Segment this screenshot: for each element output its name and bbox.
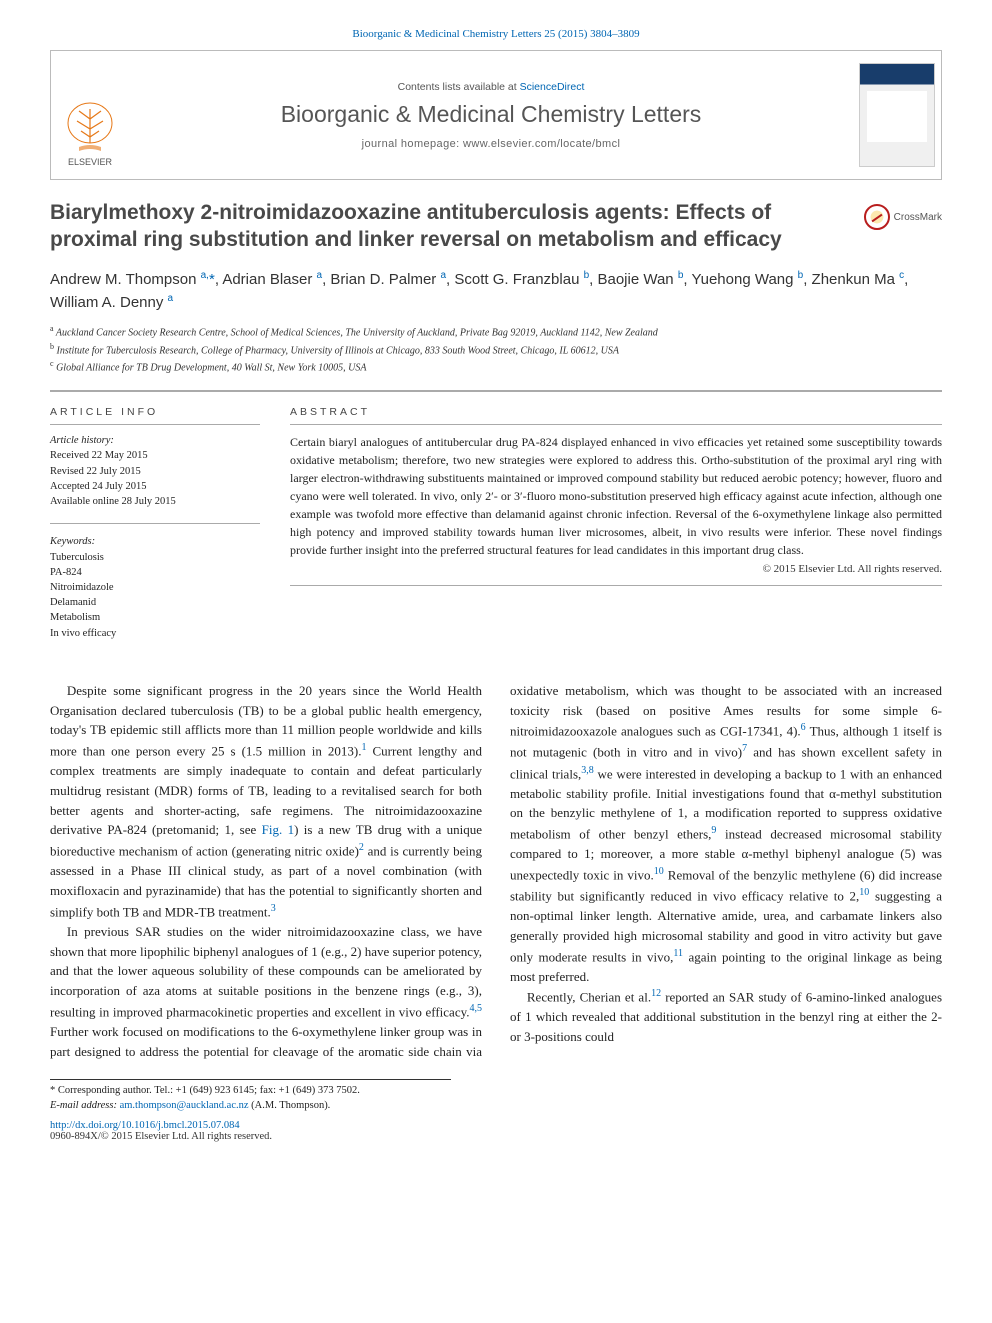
elsevier-tree-icon: ELSEVIER xyxy=(59,99,121,171)
body-text: In previous SAR studies on the wider nit… xyxy=(50,924,482,1019)
figure-link[interactable]: Fig. 1 xyxy=(262,822,294,837)
corresponding-author-note: * Corresponding author. Tel.: +1 (649) 9… xyxy=(50,1079,451,1113)
crossmark-badge[interactable]: CrossMark xyxy=(864,204,942,230)
divider xyxy=(50,523,260,524)
journal-name: Bioorganic & Medicinal Chemistry Letters xyxy=(281,101,702,128)
affiliations: a Auckland Cancer Society Research Centr… xyxy=(50,323,942,376)
body-text: Recently, Cherian et al. xyxy=(527,990,651,1005)
ref-link[interactable]: 11 xyxy=(673,948,683,959)
cover-cell xyxy=(853,51,941,179)
article-head: CrossMark Biarylmethoxy 2-nitroimidazoox… xyxy=(50,200,942,376)
crossmark-label: CrossMark xyxy=(894,212,942,223)
article-info-column: ARTICLE INFO Article history: Received 2… xyxy=(50,406,260,655)
history-lines: Received 22 May 2015Revised 22 July 2015… xyxy=(50,450,176,507)
abstract-text: Certain biaryl analogues of antitubercul… xyxy=(290,433,942,559)
divider xyxy=(290,585,942,586)
issn-copyright: 0960-894X/© 2015 Elsevier Ltd. All right… xyxy=(50,1131,942,1142)
article-history: Article history: Received 22 May 2015Rev… xyxy=(50,433,260,509)
homepage-prefix: journal homepage: xyxy=(362,138,463,150)
article-title: Biarylmethoxy 2-nitroimidazooxazine anti… xyxy=(50,200,840,254)
citation-line: Bioorganic & Medicinal Chemistry Letters… xyxy=(50,28,942,40)
abstract-copyright: © 2015 Elsevier Ltd. All rights reserved… xyxy=(290,563,942,575)
header-center: Contents lists available at ScienceDirec… xyxy=(129,51,853,179)
homepage-url[interactable]: www.elsevier.com/locate/bmcl xyxy=(463,138,620,150)
journal-header: ELSEVIER Contents lists available at Sci… xyxy=(50,50,942,180)
svg-text:ELSEVIER: ELSEVIER xyxy=(68,157,113,167)
journal-cover-thumb-icon xyxy=(859,63,935,167)
contents-prefix: Contents lists available at xyxy=(398,81,520,93)
email-who: (A.M. Thompson). xyxy=(249,1100,331,1111)
authors-list: Andrew M. Thompson a,*, Adrian Blaser a,… xyxy=(50,268,942,315)
email-link[interactable]: am.thompson@auckland.ac.nz xyxy=(120,1100,249,1111)
ref-link[interactable]: 12 xyxy=(651,988,661,999)
ref-link[interactable]: 3 xyxy=(271,903,276,914)
keywords-lines: TuberculosisPA-824NitroimidazoleDelamani… xyxy=(50,552,116,639)
ref-link[interactable]: 4,5 xyxy=(470,1003,483,1014)
ref-link[interactable]: 3,8 xyxy=(581,765,594,776)
elsevier-logo-cell: ELSEVIER xyxy=(51,51,129,179)
body-paragraph: Despite some significant progress in the… xyxy=(50,681,482,922)
history-label: Article history: xyxy=(50,435,114,446)
doi-link[interactable]: http://dx.doi.org/10.1016/j.bmcl.2015.07… xyxy=(50,1120,942,1131)
contents-available-line: Contents lists available at ScienceDirec… xyxy=(398,81,585,93)
body-two-column: Despite some significant progress in the… xyxy=(50,681,942,1062)
keywords-label: Keywords: xyxy=(50,536,95,547)
sciencedirect-link[interactable]: ScienceDirect xyxy=(520,81,585,93)
keywords-block: Keywords: TuberculosisPA-824Nitroimidazo… xyxy=(50,534,260,641)
email-label: E-mail address: xyxy=(50,1100,120,1111)
corr-label: * Corresponding author. Tel.: +1 (649) 9… xyxy=(50,1084,451,1099)
crossmark-icon xyxy=(864,204,890,230)
body-paragraph: Recently, Cherian et al.12 reported an S… xyxy=(510,986,942,1047)
corr-email-line: E-mail address: am.thompson@auckland.ac.… xyxy=(50,1099,451,1114)
ref-link[interactable]: 10 xyxy=(859,887,869,898)
info-abstract-row: ARTICLE INFO Article history: Received 2… xyxy=(50,391,942,655)
ref-link[interactable]: 10 xyxy=(654,866,664,877)
homepage-line: journal homepage: www.elsevier.com/locat… xyxy=(362,138,621,150)
abstract-column: ABSTRACT Certain biaryl analogues of ant… xyxy=(290,406,942,655)
abstract-heading: ABSTRACT xyxy=(290,406,942,425)
article-info-heading: ARTICLE INFO xyxy=(50,406,260,425)
